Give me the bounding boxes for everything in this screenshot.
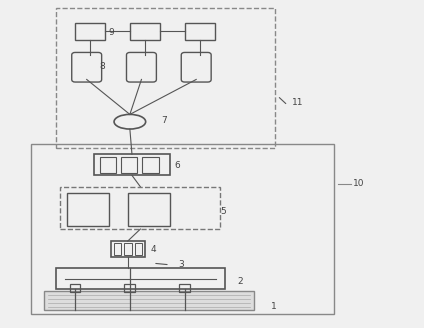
Text: 11: 11 — [292, 98, 304, 107]
Bar — [56, 268, 225, 289]
Text: 7: 7 — [162, 115, 167, 125]
Bar — [94, 154, 170, 175]
Text: 3: 3 — [179, 260, 184, 269]
Bar — [111, 241, 145, 257]
Bar — [130, 23, 160, 40]
Bar — [142, 157, 159, 173]
Bar — [184, 23, 215, 40]
Bar — [100, 157, 116, 173]
Bar — [67, 193, 109, 226]
Text: 9: 9 — [109, 28, 114, 37]
Bar — [121, 157, 137, 173]
Bar — [135, 243, 142, 255]
Text: 4: 4 — [151, 245, 156, 254]
Bar — [44, 291, 254, 310]
Text: 8: 8 — [99, 62, 105, 71]
Bar — [124, 284, 135, 293]
Bar — [179, 284, 190, 293]
Text: 10: 10 — [353, 179, 365, 188]
Bar — [70, 284, 80, 293]
Bar — [114, 243, 121, 255]
Text: 1: 1 — [271, 302, 277, 311]
Bar — [56, 8, 275, 148]
Text: 6: 6 — [174, 161, 180, 170]
Bar — [124, 243, 132, 255]
Bar — [128, 193, 170, 226]
Bar — [60, 187, 220, 229]
Text: 5: 5 — [220, 207, 226, 215]
Text: 2: 2 — [237, 277, 243, 286]
Bar — [75, 23, 106, 40]
Bar — [31, 145, 334, 314]
